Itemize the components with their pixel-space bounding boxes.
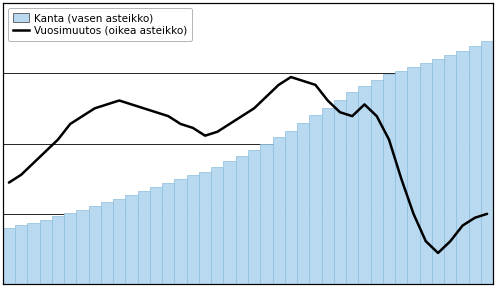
Bar xyxy=(175,179,186,284)
Bar xyxy=(3,228,15,284)
Bar xyxy=(113,199,125,284)
Bar xyxy=(395,71,407,284)
Bar xyxy=(481,41,493,284)
Bar xyxy=(101,202,113,284)
Bar xyxy=(89,206,101,284)
Bar xyxy=(297,123,310,284)
Bar xyxy=(346,92,358,284)
Bar xyxy=(321,108,334,284)
Bar xyxy=(469,46,481,284)
Bar xyxy=(150,187,162,284)
Bar xyxy=(211,166,224,284)
Bar xyxy=(371,79,383,284)
Bar xyxy=(125,195,138,284)
Bar xyxy=(272,137,285,284)
Bar xyxy=(420,63,432,284)
Bar xyxy=(236,156,248,284)
Bar xyxy=(186,175,199,284)
Bar xyxy=(52,216,64,284)
Bar xyxy=(138,191,150,284)
Bar xyxy=(407,67,420,284)
Bar xyxy=(432,59,444,284)
Bar xyxy=(248,150,260,284)
Legend: Kanta (vasen asteikko), Vuosimuutos (oikea asteikko): Kanta (vasen asteikko), Vuosimuutos (oik… xyxy=(8,8,192,41)
Bar xyxy=(224,161,236,284)
Bar xyxy=(199,172,211,284)
Bar xyxy=(310,115,321,284)
Bar xyxy=(334,100,346,284)
Bar xyxy=(260,144,272,284)
Bar xyxy=(76,210,89,284)
Bar xyxy=(358,86,371,284)
Bar xyxy=(162,183,175,284)
Bar xyxy=(15,225,27,284)
Bar xyxy=(40,220,52,284)
Bar xyxy=(444,55,456,284)
Bar xyxy=(383,74,395,284)
Bar xyxy=(64,213,76,284)
Bar xyxy=(27,223,40,284)
Bar xyxy=(285,131,297,284)
Bar xyxy=(456,51,469,284)
